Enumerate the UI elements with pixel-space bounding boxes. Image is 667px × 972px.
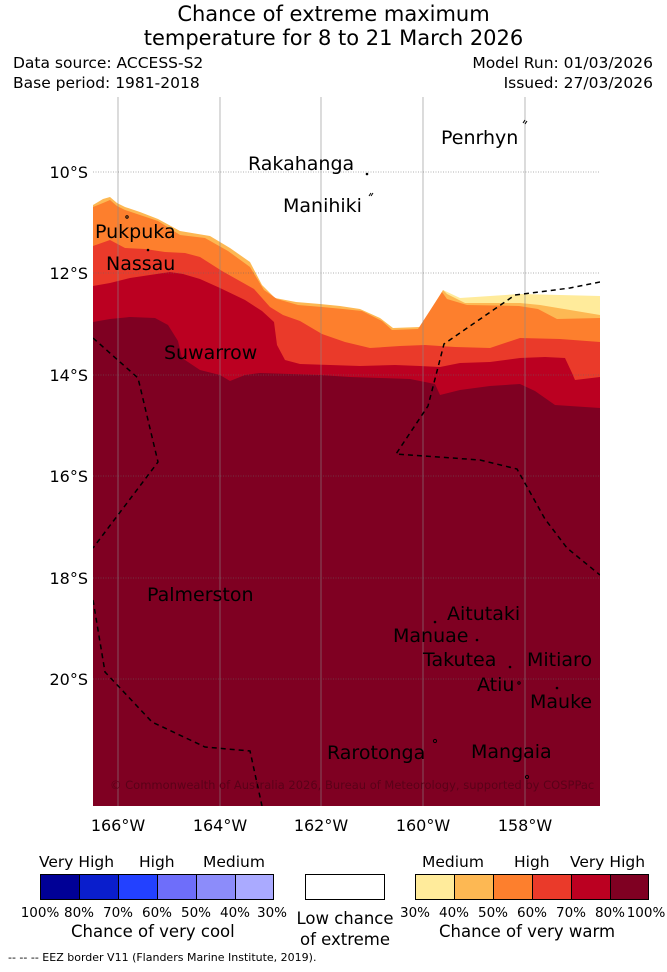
- warm-swatch: [454, 874, 494, 900]
- cool-tick: 40%: [219, 905, 251, 921]
- map-canvas: Penrhyn Rakahanga Manihiki Pukpuka Nassa…: [49, 97, 600, 835]
- cool-caption: Chance of very cool: [71, 922, 235, 941]
- lon-label: 164°W: [193, 816, 248, 835]
- warm-level-high: High: [514, 853, 550, 871]
- warm-swatch: [610, 874, 649, 900]
- label-pukapuka: Pukpuka: [95, 221, 176, 243]
- latitude-labels: 10°S 12°S 14°S 16°S 18°S 20°S: [49, 163, 88, 689]
- warm-tick: 30%: [399, 905, 431, 921]
- place-labels: Penrhyn Rakahanga Manihiki Pukpuka Nassa…: [95, 127, 592, 764]
- warm-tick: 100%: [626, 905, 666, 921]
- probability-field: [93, 197, 600, 806]
- cool-swatch: [196, 874, 236, 900]
- eez-footnote: -- -- -- EEZ border V11 (Flanders Marine…: [8, 951, 317, 964]
- warm-tick: 40%: [438, 905, 470, 921]
- cool-swatch: [79, 874, 119, 900]
- lat-label: 20°S: [49, 670, 88, 689]
- cool-tick: 80%: [63, 905, 95, 921]
- lat-label: 10°S: [49, 163, 88, 182]
- label-atiu: Atiu: [477, 674, 514, 696]
- neutral-caption-line-1: Low chance: [296, 909, 394, 928]
- eez-border: [93, 281, 600, 806]
- cool-tick: 70%: [102, 905, 134, 921]
- warm-caption: Chance of very warm: [439, 922, 616, 941]
- label-takutea: Takutea: [422, 649, 496, 671]
- issued-date: Issued: 27/03/2026: [503, 74, 653, 92]
- warm-tick: 60%: [516, 905, 548, 921]
- base-period: Base period: 1981-2018: [13, 74, 200, 92]
- title-line-1: Chance of extreme maximum: [177, 2, 490, 26]
- label-nassau: Nassau: [106, 253, 175, 275]
- warm-swatch: [571, 874, 611, 900]
- warm-level-medium: Medium: [422, 853, 484, 871]
- cool-level-very-high: Very High: [39, 853, 115, 871]
- label-rarotonga: Rarotonga: [327, 742, 425, 764]
- neutral-caption-line-2: of extreme: [299, 930, 391, 949]
- cool-swatch: [118, 874, 158, 900]
- graticule: [117, 97, 526, 806]
- neutral-caption: Low chance of extreme: [290, 908, 400, 950]
- cool-tick: 30%: [256, 905, 288, 921]
- warm-swatch: [493, 874, 533, 900]
- lon-label: 158°W: [498, 816, 553, 835]
- lat-label: 12°S: [49, 264, 88, 283]
- cool-swatch: [235, 874, 274, 900]
- lon-label: 162°W: [294, 816, 349, 835]
- label-mangaia: Mangaia: [471, 741, 552, 763]
- data-source: Data source: ACCESS-S2: [13, 54, 204, 72]
- warm-level-very-high: Very High: [570, 853, 646, 871]
- lat-label: 18°S: [49, 569, 88, 588]
- warm-swatch: [415, 874, 455, 900]
- map-title: Chance of extreme maximum temperature fo…: [0, 2, 667, 50]
- warm-tick: 70%: [555, 905, 587, 921]
- copyright-notice: © Commonwealth of Australia 2026, Bureau…: [110, 778, 594, 792]
- cool-level-medium: Medium: [203, 853, 265, 871]
- warm-tick: 50%: [477, 905, 509, 921]
- band-80-100: [93, 317, 600, 806]
- label-rakahanga: Rakahanga: [248, 153, 354, 175]
- island-markers: [125, 119, 559, 780]
- cool-tick: 60%: [141, 905, 173, 921]
- label-mitiaro: Mitiaro: [527, 649, 592, 671]
- cool-swatch: [157, 874, 197, 900]
- cool-tick: 100%: [20, 905, 60, 921]
- cool-level-high: High: [139, 853, 175, 871]
- label-manihiki: Manihiki: [283, 195, 362, 217]
- label-suwarrow: Suwarrow: [164, 342, 257, 364]
- cool-swatch: [40, 874, 80, 900]
- label-mauke: Mauke: [530, 691, 592, 713]
- label-manuae: Manuae: [393, 625, 468, 647]
- lat-label: 14°S: [49, 366, 88, 385]
- label-palmerston: Palmerston: [147, 584, 254, 606]
- label-penrhyn: Penrhyn: [441, 127, 518, 149]
- neutral-swatch: [305, 874, 385, 900]
- lon-label: 166°W: [91, 816, 146, 835]
- cool-tick: 50%: [180, 905, 212, 921]
- lon-label: 160°W: [396, 816, 451, 835]
- label-aitutaki: Aitutaki: [447, 603, 520, 625]
- longitude-labels: 166°W 164°W 162°W 160°W 158°W: [91, 816, 553, 835]
- warm-swatch: [532, 874, 572, 900]
- lat-label: 16°S: [49, 467, 88, 486]
- title-line-2: temperature for 8 to 21 March 2026: [143, 26, 524, 50]
- model-run: Model Run: 01/03/2026: [472, 54, 653, 72]
- latitude-grid: [93, 171, 600, 680]
- warm-tick: 80%: [594, 905, 626, 921]
